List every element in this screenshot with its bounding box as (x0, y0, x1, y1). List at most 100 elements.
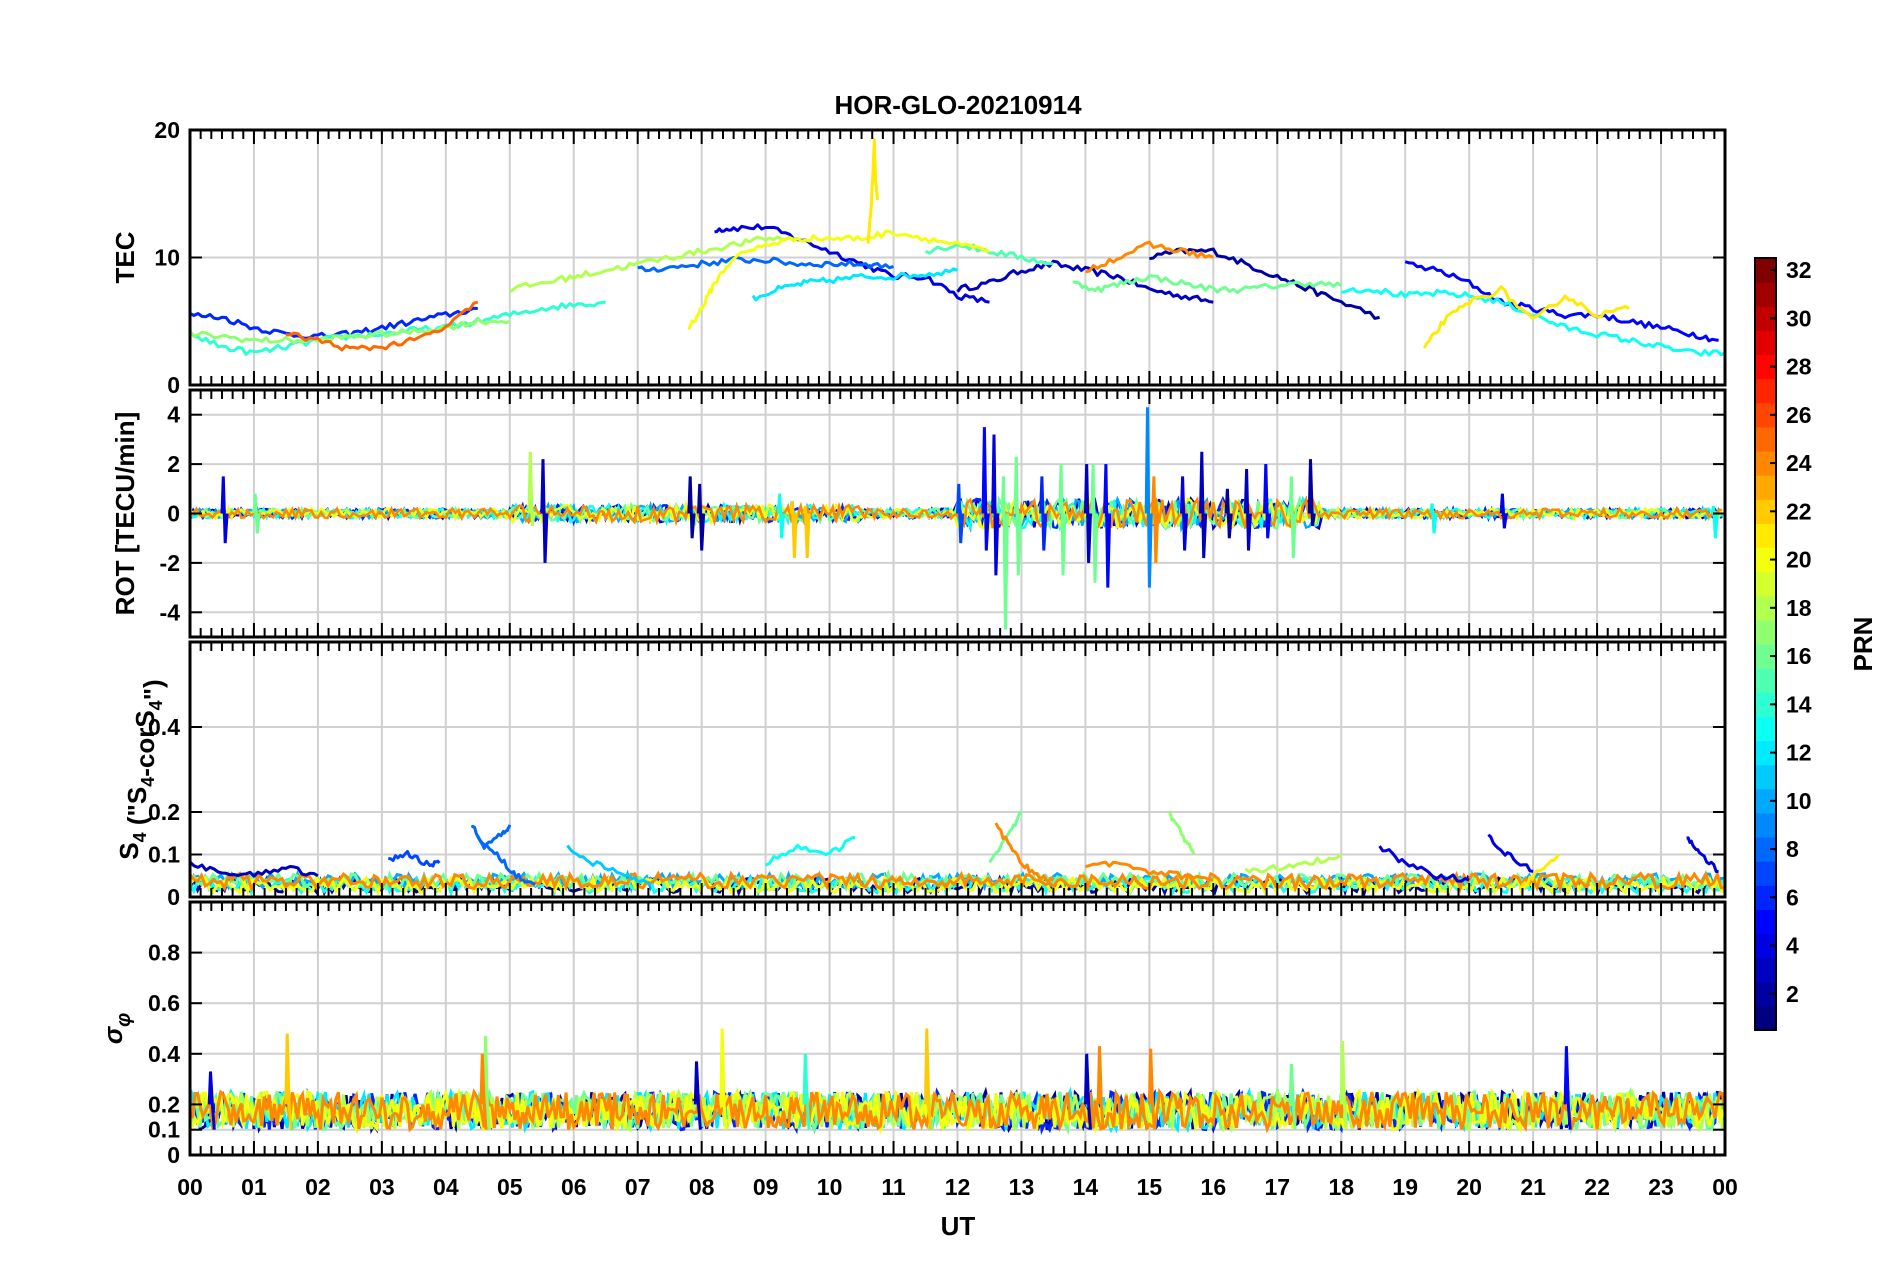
spike-mark (719, 1028, 728, 1130)
x-axis: 00 01 02 03 04 05 06 07 08 09 10 11 12 13 14 15 16 17 18 19… (177, 1174, 1738, 1200)
x-tick-label: 21 (1520, 1174, 1546, 1200)
colorbar-segment (1755, 595, 1776, 621)
x-tick-label: 01 (241, 1174, 267, 1200)
colorbar-segment (1755, 547, 1776, 573)
plot-area (190, 138, 1725, 357)
spike-mark (1083, 1053, 1092, 1130)
panel-tec: 0 10 20 TEC (110, 117, 1727, 398)
spike-mark (1339, 1041, 1348, 1130)
spike-mark (1144, 407, 1153, 588)
spike-mark (1103, 464, 1112, 588)
spike-mark (1307, 459, 1316, 527)
spike-mark (789, 500, 798, 559)
panel-rot: -4 -2 0 2 4 ROT [TECU/min] (110, 388, 1727, 639)
colorbar-segment (1755, 330, 1776, 356)
panel-s4: 00.10.20.4S4 ("S4-corS4") (114, 640, 1727, 910)
spike-mark (1147, 1048, 1156, 1130)
colorbar-tick-label: 20 (1786, 547, 1812, 573)
label-part: ") (138, 679, 168, 700)
x-tick-label: 00 (177, 1174, 203, 1200)
x-tick-label: 11 (881, 1174, 906, 1200)
series-line (1085, 860, 1214, 882)
y-tick-label: 10 (154, 245, 180, 271)
y-axis-label: σφ (98, 1013, 135, 1044)
spike-mark (802, 1053, 811, 1130)
colorbar-segment (1755, 426, 1776, 452)
colorbar-segment (1755, 523, 1776, 549)
colorbar-tick-label: 6 (1786, 884, 1799, 910)
colorbar-segment (1755, 475, 1776, 500)
series-line (1168, 811, 1196, 856)
y-tick-label: 0.2 (148, 799, 180, 825)
spike-mark (1199, 451, 1208, 559)
spike-mark (1013, 456, 1022, 576)
colorbar-tick-label: 10 (1786, 788, 1812, 814)
series-line (751, 267, 959, 302)
x-tick-label: 02 (305, 1174, 331, 1200)
panel-sigma: 00.10.2 0.4 0.6 0.8 σφ (98, 900, 1727, 1168)
colorbar-tick-label: 32 (1786, 257, 1812, 283)
colorbar-segment (1755, 571, 1776, 597)
x-tick-label: 10 (817, 1174, 843, 1200)
spike-mark (1263, 464, 1272, 539)
series-line (190, 860, 319, 878)
label-part: ("S (122, 787, 152, 833)
y-tick-label: 0.2 (148, 1091, 180, 1117)
plot-area (190, 1028, 1725, 1136)
series-line (764, 836, 856, 867)
x-tick-label: 00 (1712, 1174, 1738, 1200)
x-tick-label: 22 (1584, 1174, 1610, 1200)
y-axis-label: S4 ("S4-corS4") (114, 679, 168, 859)
series-line (566, 844, 652, 886)
spike-mark (1000, 476, 1009, 630)
colorbar-tick-label: 16 (1786, 643, 1812, 669)
series-line (1244, 853, 1343, 874)
spike-mark (802, 505, 811, 559)
spike-mark (776, 493, 785, 539)
spike-mark (1563, 1046, 1572, 1130)
series-line (1423, 285, 1630, 349)
colorbar-segment (1755, 378, 1776, 404)
x-tick-label: 09 (753, 1174, 779, 1200)
x-tick-label: 07 (625, 1174, 651, 1200)
x-tick-label: 03 (369, 1174, 395, 1200)
colorbar-segment (1755, 812, 1776, 838)
y-tick-label: -2 (160, 550, 180, 576)
colorbar-segment (1755, 354, 1776, 380)
colorbar-segment (1755, 1005, 1776, 1031)
y-tick-label: 0.4 (148, 714, 180, 740)
colorbar-segment (1755, 282, 1776, 307)
series-line (509, 235, 798, 293)
colorbar-tick-label: 14 (1786, 691, 1812, 717)
label-part: -corS (130, 710, 160, 776)
y-tick-label: 0 (167, 1142, 180, 1168)
colorbar-frame (1754, 257, 1777, 1031)
x-tick-label: 19 (1392, 1174, 1418, 1200)
label-part: 4 (138, 777, 158, 787)
spike-mark (1288, 476, 1297, 559)
series-line (476, 835, 536, 886)
spike-mark (924, 1028, 933, 1130)
x-tick-label: 08 (689, 1174, 715, 1200)
colorbar-segment (1755, 981, 1776, 1007)
spike-mark (1096, 1046, 1105, 1130)
y-tick-label: 20 (154, 117, 180, 143)
spike-mark (981, 427, 990, 551)
x-tick-label: 13 (1009, 1174, 1035, 1200)
x-tick-label: 17 (1264, 1174, 1290, 1200)
x-tick-label: 04 (433, 1174, 459, 1200)
y-axis-label: ROT [TECU/min] (110, 412, 140, 616)
y-tick-label: 2 (167, 451, 180, 477)
spike-mark (527, 451, 536, 527)
y-tick-label: 0 (167, 501, 180, 527)
series-line (866, 138, 880, 244)
series-line (1378, 845, 1470, 883)
series-line (924, 243, 1054, 266)
y-tick-label: 0.6 (148, 990, 180, 1016)
colorbar-segment (1755, 692, 1776, 717)
y-tick-label: 0.4 (148, 1041, 180, 1067)
y-tick-label: 4 (167, 402, 180, 428)
label-part: 4 (146, 700, 166, 710)
